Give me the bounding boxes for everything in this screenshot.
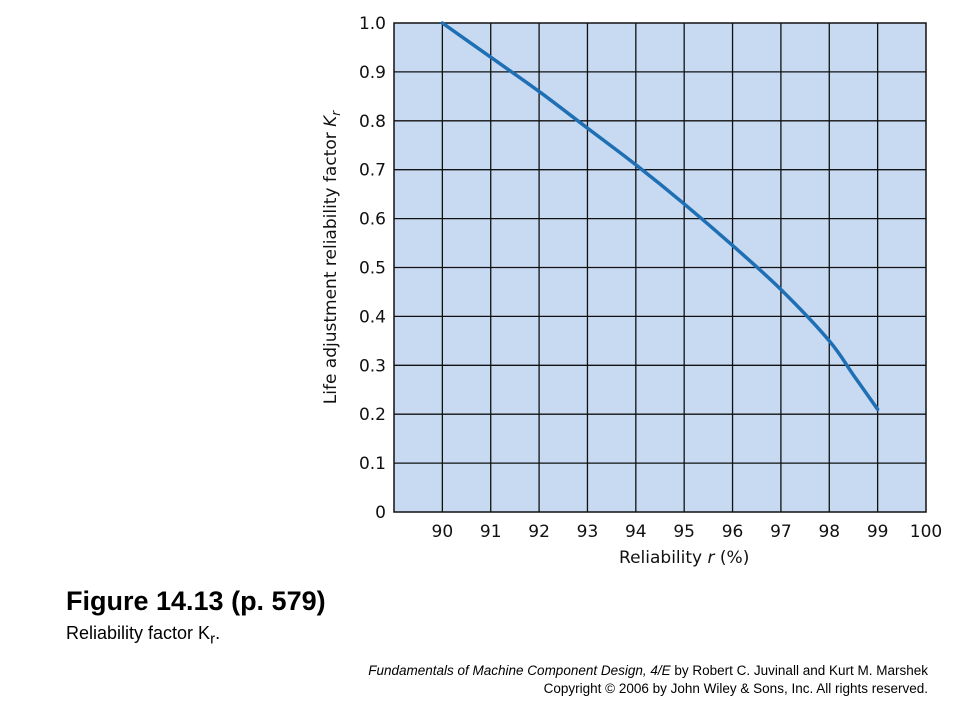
- y-tick-label: 0.1: [359, 454, 386, 474]
- series-line: [440, 21, 880, 412]
- tick-labels: 90 91 92 93 94 95 96 97 98 99 100 0 0.1 0.2 0.3 0.4 0.5 0…: [359, 14, 942, 542]
- grid: [394, 23, 926, 512]
- x-tick-label: 96: [722, 522, 744, 542]
- x-tick-label: 91: [480, 522, 502, 542]
- figure-subtitle-subscript: r: [210, 630, 216, 648]
- x-tick-label: 98: [818, 522, 840, 542]
- y-tick-label: 0.4: [359, 307, 386, 327]
- x-tick-label: 97: [770, 522, 792, 542]
- x-axis-label: Reliability r (%): [619, 548, 749, 568]
- copyright-credit: Fundamentals of Machine Component Design…: [368, 662, 928, 698]
- figure-title: Figure 14.13 (p. 579): [66, 586, 326, 616]
- credit-line-copyright: Copyright © 2006 by John Wiley & Sons, I…: [543, 681, 928, 696]
- figure-subtitle-end: .: [215, 623, 221, 643]
- x-tick-label: 93: [577, 522, 599, 542]
- y-axis-label-sub: r: [329, 110, 343, 116]
- y-tick-label: 0.9: [359, 63, 386, 83]
- y-axis-label-pre: Life adjustment reliability factor: [321, 127, 341, 404]
- book-authors: by Robert C. Juvinall and Kurt M. Marshe…: [670, 663, 928, 678]
- x-tick-label: 95: [673, 522, 695, 542]
- y-axis-label-var: K: [321, 114, 341, 127]
- y-tick-label: 1.0: [359, 14, 386, 34]
- x-axis-label-post: (%): [715, 548, 750, 568]
- y-tick-label: 0.6: [359, 210, 386, 230]
- series-layer: [440, 21, 880, 412]
- x-tick-label: 94: [625, 522, 647, 542]
- x-tick-label: 99: [867, 522, 889, 542]
- y-axis-label: Life adjustment reliability factor Kr: [321, 110, 343, 405]
- y-tick-label: 0.5: [359, 259, 386, 279]
- y-tick-label: 0.3: [359, 356, 386, 376]
- figure-caption: Figure 14.13 (p. 579) Reliability factor…: [66, 586, 326, 648]
- x-tick-label: 92: [528, 522, 550, 542]
- y-tick-label: 0.8: [359, 112, 386, 132]
- x-axis-label-var: r: [708, 548, 716, 568]
- x-tick-label: 100: [910, 522, 942, 542]
- y-tick-label: 0.7: [359, 161, 386, 181]
- figure-subtitle: Reliability factor Kr.: [66, 623, 326, 648]
- figure-subtitle-text: Reliability factor K: [66, 623, 211, 643]
- book-title: Fundamentals of Machine Component Design…: [368, 663, 671, 678]
- x-tick-label: 90: [432, 522, 454, 542]
- credit-line-book: Fundamentals of Machine Component Design…: [368, 662, 928, 680]
- y-tick-label: 0: [375, 503, 386, 523]
- y-tick-label: 0.2: [359, 405, 386, 425]
- x-axis-label-pre: Reliability: [619, 548, 707, 568]
